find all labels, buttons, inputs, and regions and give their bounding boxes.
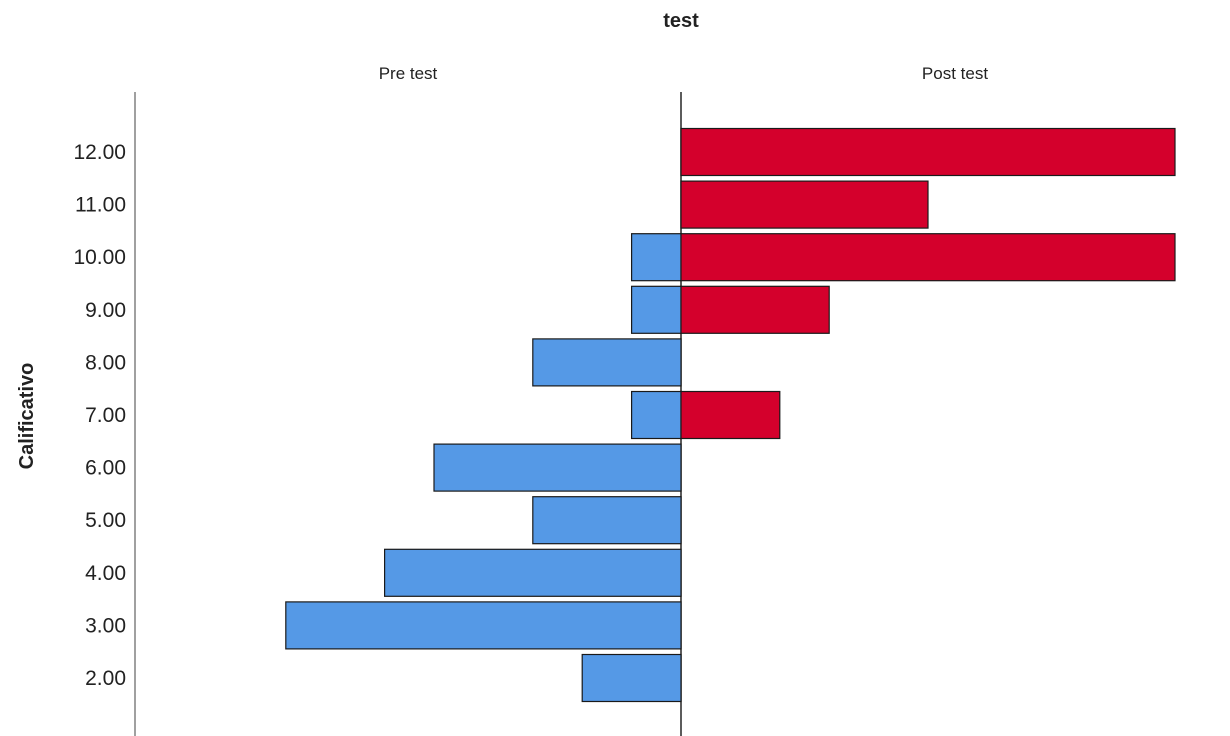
panel-label-post-test: Post test bbox=[922, 64, 988, 83]
pre-test-bar-6-00 bbox=[433, 443, 682, 492]
y-tick-label: 4.00 bbox=[85, 562, 126, 585]
y-tick-label: 3.00 bbox=[85, 614, 126, 637]
pre-test-bar-2-00 bbox=[581, 653, 682, 703]
y-tick-label: 7.00 bbox=[85, 404, 126, 427]
bars-group bbox=[285, 127, 1176, 703]
pre-test-bar-5-00 bbox=[532, 496, 682, 545]
y-tick-label: 12.00 bbox=[73, 141, 126, 164]
y-axis-label: Calificativo bbox=[16, 363, 38, 470]
pre-test-bar-10-00 bbox=[630, 233, 682, 282]
post-test-bar-11-00 bbox=[680, 180, 929, 229]
y-tick-label: 11.00 bbox=[75, 194, 126, 217]
post-test-bar-12-00 bbox=[680, 127, 1176, 177]
post-test-bar-9-00 bbox=[680, 285, 830, 334]
y-tick-label: 10.00 bbox=[73, 246, 126, 269]
pre-test-bar-8-00 bbox=[532, 338, 682, 387]
y-tick-label: 5.00 bbox=[85, 509, 126, 532]
pre-test-bar-4-00 bbox=[384, 548, 682, 597]
y-tick-label: 9.00 bbox=[85, 299, 126, 322]
y-tick-label: 2.00 bbox=[85, 667, 126, 690]
panel-label-pre-test: Pre test bbox=[379, 64, 438, 83]
pre-test-bar-7-00 bbox=[630, 390, 682, 440]
pre-test-bar-3-00 bbox=[285, 601, 682, 650]
y-tick-label: 6.00 bbox=[85, 457, 126, 480]
y-tick-labels: 12.00 11.00 10.00 9.00 8.00 7.00 6.00 5.00 4.00 3… bbox=[73, 141, 126, 690]
chart-title: test bbox=[663, 10, 699, 32]
post-test-bar-7-00 bbox=[680, 390, 781, 440]
pre-test-bar-9-00 bbox=[630, 285, 682, 334]
y-tick-label: 8.00 bbox=[85, 351, 126, 374]
post-test-bar-10-00 bbox=[680, 233, 1176, 282]
